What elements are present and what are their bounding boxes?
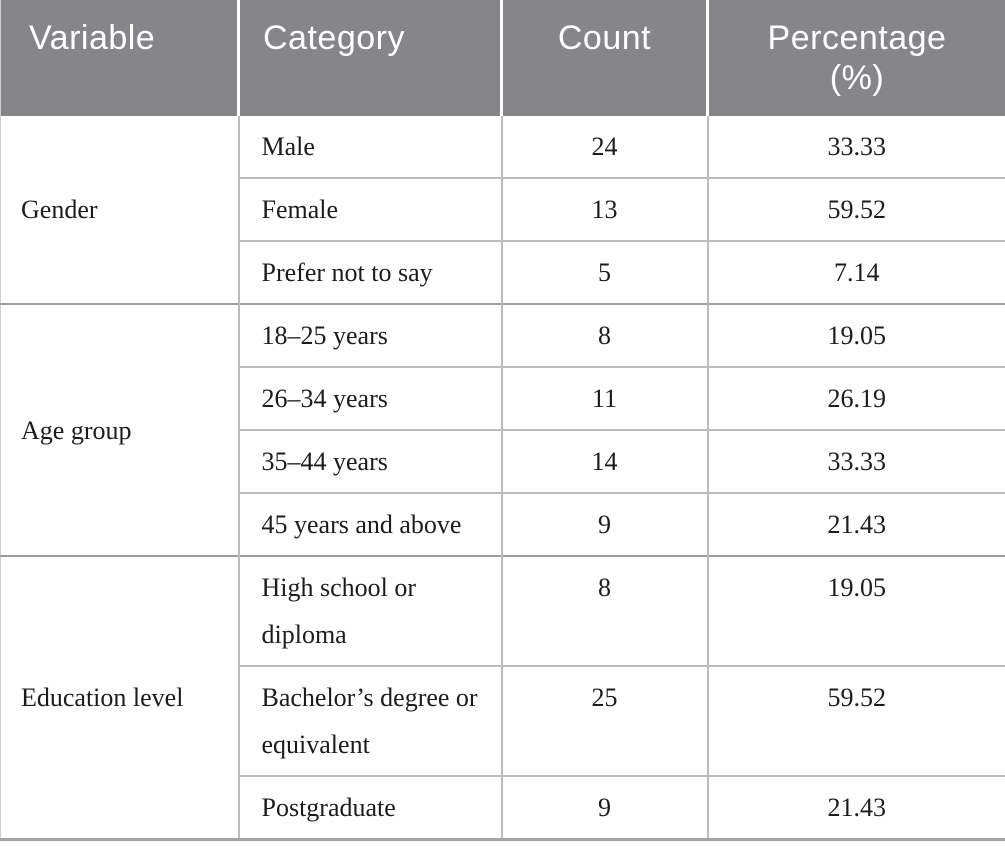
table-row: Bachelor’s degree or equivalent 25 59.52 (1, 665, 1005, 776)
category-cell: 18–25 years (237, 303, 502, 367)
column-header-variable-label: Variable (29, 19, 156, 57)
column-header-count: Count (500, 0, 708, 116)
column-header-percentage: Percentage (%) (706, 0, 1005, 116)
table-row: Gender Male 24 33.33 (0, 116, 1005, 304)
table-body: Gender Male 24 33.33 Female 13 59.52 Prefer not… (0, 116, 1005, 840)
percentage-cell: 19.05 (706, 555, 1005, 666)
category-cell: Female (237, 177, 502, 241)
percentage-cell: 59.52 (706, 665, 1005, 776)
header-row: Variable Category Count Percentage (%) (0, 0, 1005, 116)
table-row: 26–34 years 11 26.19 (1, 366, 1005, 430)
column-header-category-label: Category (263, 19, 405, 57)
column-header-category: Category (237, 0, 502, 116)
count-cell: 13 (500, 177, 708, 241)
table-row: Prefer not to say 5 7.14 (1, 240, 1005, 304)
count-cell: 24 (500, 116, 708, 178)
table-row: 45 years and above 9 21.43 (1, 492, 1005, 556)
table-row: Age group 18–25 years 8 19.05 (0, 303, 1005, 556)
category-cell: Bachelor’s degree or equivalent (237, 665, 502, 776)
count-cell: 5 (500, 240, 708, 304)
variable-cell: Education level (0, 555, 239, 840)
count-cell: 8 (500, 303, 708, 367)
category-cell: Postgraduate (237, 775, 502, 840)
table-row: Postgraduate 9 21.43 (1, 775, 1005, 840)
percentage-cell: 7.14 (706, 240, 1005, 304)
count-cell: 11 (500, 366, 708, 430)
column-header-percentage-label: Percentage (%) (767, 19, 947, 97)
percentage-cell: 26.19 (706, 366, 1005, 430)
count-cell: 25 (500, 665, 708, 776)
table-row: Female 13 59.52 (1, 177, 1005, 241)
count-cell: 9 (500, 775, 708, 840)
category-cell: 26–34 years (237, 366, 502, 430)
column-header-count-label: Count (557, 19, 652, 57)
percentage-cell: 59.52 (706, 177, 1005, 241)
table-row: Education level High school or diploma 8 19… (0, 555, 1005, 840)
category-cell: High school or diploma (237, 555, 502, 666)
table-row: 35–44 years 14 33.33 (1, 429, 1005, 493)
category-cell: Male (237, 116, 502, 178)
percentage-cell: 19.05 (706, 303, 1005, 367)
column-header-variable: Variable (0, 0, 239, 116)
count-cell: 8 (500, 555, 708, 666)
category-cell: 45 years and above (237, 492, 502, 556)
category-cell: Prefer not to say (237, 240, 502, 304)
count-cell: 9 (500, 492, 708, 556)
percentage-cell: 33.33 (706, 116, 1005, 178)
percentage-cell: 33.33 (706, 429, 1005, 493)
table-header: Variable Category Count Percentage (%) (0, 0, 1005, 116)
count-cell: 14 (500, 429, 708, 493)
variable-cell: Gender (0, 116, 239, 304)
percentage-cell: 21.43 (706, 492, 1005, 556)
percentage-cell: 21.43 (706, 775, 1005, 840)
category-cell: 35–44 years (237, 429, 502, 493)
variable-cell: Age group (0, 303, 239, 556)
